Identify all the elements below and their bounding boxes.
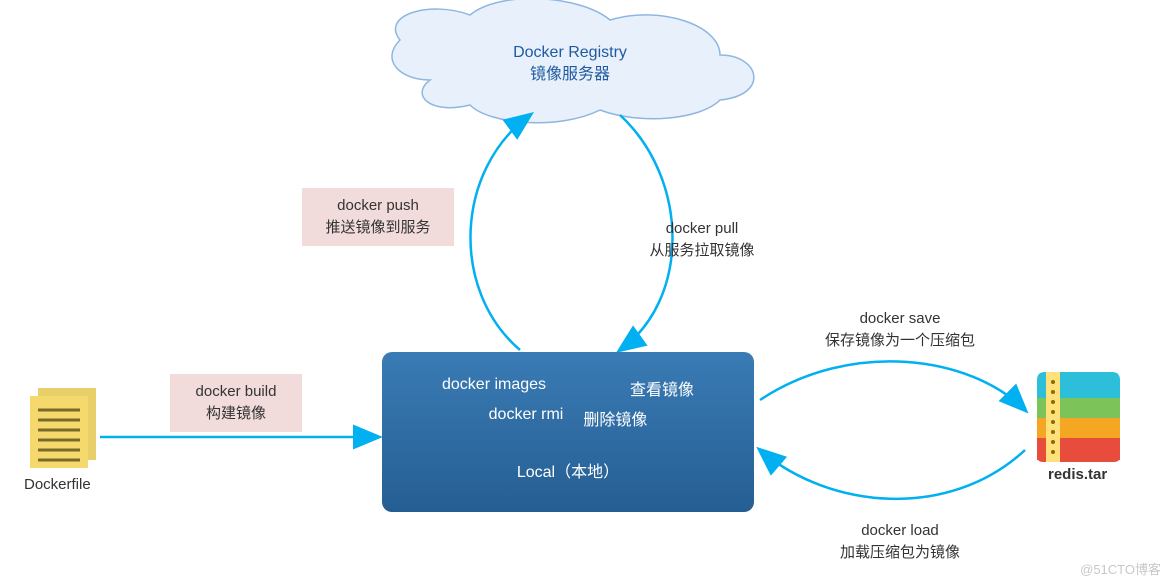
push-label: docker push 推送镜像到服务 — [302, 188, 454, 246]
local-images-cmd: docker images — [442, 376, 546, 400]
save-desc: 保存镜像为一个压缩包 — [800, 330, 1000, 352]
build-desc: 构建镜像 — [181, 403, 291, 425]
archive-label: redis.tar — [1048, 466, 1107, 483]
archive-icon — [1037, 372, 1120, 462]
pull-label: docker pull 从服务拉取镜像 — [627, 218, 777, 262]
dockerfile-icon — [30, 388, 96, 468]
arrow-save — [760, 361, 1025, 410]
local-rmi-cmd: docker rmi — [489, 406, 564, 430]
local-images-desc: 查看镜像 — [630, 376, 694, 400]
load-label: docker load 加载压缩包为镜像 — [810, 520, 990, 564]
arrow-load — [760, 450, 1025, 499]
load-cmd: docker load — [810, 520, 990, 542]
load-desc: 加载压缩包为镜像 — [810, 542, 990, 564]
build-label: docker build 构建镜像 — [170, 374, 302, 432]
push-desc: 推送镜像到服务 — [313, 217, 443, 239]
arrow-push — [470, 115, 530, 350]
watermark: @51CTO博客 — [1080, 559, 1161, 578]
local-rmi-desc: 删除镜像 — [583, 406, 647, 430]
save-cmd: docker save — [800, 308, 1000, 330]
registry-subtitle: 镜像服务器 — [470, 64, 670, 86]
local-footer: Local（本地） — [402, 458, 734, 482]
registry-node: Docker Registry 镜像服务器 — [470, 42, 670, 86]
local-node: docker images 查看镜像 docker rmi 删除镜像 Local… — [382, 352, 754, 512]
save-label: docker save 保存镜像为一个压缩包 — [800, 308, 1000, 352]
build-cmd: docker build — [181, 381, 291, 403]
push-cmd: docker push — [313, 195, 443, 217]
registry-title: Docker Registry — [470, 42, 670, 64]
pull-cmd: docker pull — [627, 218, 777, 240]
pull-desc: 从服务拉取镜像 — [627, 240, 777, 262]
dockerfile-label: Dockerfile — [24, 476, 91, 493]
